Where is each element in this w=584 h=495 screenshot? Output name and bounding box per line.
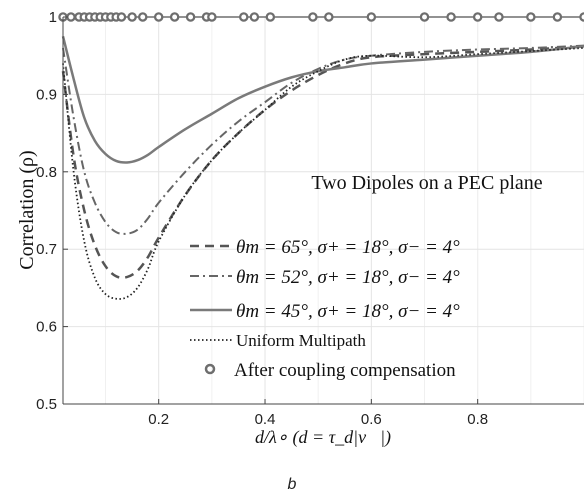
compensation-marker <box>153 12 164 22</box>
compensation-marker <box>185 12 196 22</box>
compensation-marker <box>66 12 76 22</box>
compensation-marker <box>137 12 148 22</box>
y-tick-label: 0.7 <box>36 241 57 258</box>
y-tick-label: 0.9 <box>36 86 57 103</box>
x-ticks: 0.2 0.4 0.6 0.8 <box>148 399 488 428</box>
y-ticks: 0.5 0.6 0.7 0.8 0.9 1 <box>36 9 68 413</box>
axes <box>62 17 584 405</box>
y-tick-label: 0.6 <box>36 319 57 336</box>
compensation-marker <box>579 12 584 22</box>
x-axis-label: d/λ∘ (d = τ_d|v⃗|) <box>255 427 391 448</box>
y-axis-label: Correlation (ρ) <box>16 150 38 269</box>
panel-label: b <box>288 476 297 493</box>
legend-label-uniform: Uniform Multipath <box>236 331 366 350</box>
compensation-marker <box>265 12 276 22</box>
x-tick-label: 0.4 <box>255 411 276 428</box>
x-tick-label: 0.2 <box>148 411 169 428</box>
compensation-marker <box>127 12 137 22</box>
legend: θm = 65°, σ+ = 18°, σ− = 4° θm = 52°, σ+… <box>190 237 460 381</box>
compensation-marker <box>207 12 217 22</box>
compensation-marker <box>526 12 536 22</box>
compensation-marker <box>552 12 563 22</box>
compensation-marker <box>169 12 180 22</box>
legend-label-45: θm = 45°, σ+ = 18°, σ− = 4° <box>236 301 460 322</box>
legend-swatch-compensation <box>204 363 216 375</box>
legend-label-52: θm = 52°, σ+ = 18°, σ− = 4° <box>236 267 460 288</box>
compensation-marker <box>116 12 127 22</box>
compensation-marker <box>366 12 377 22</box>
compensation-marker <box>249 12 260 22</box>
compensation-marker <box>308 12 318 22</box>
compensation-marker <box>472 12 483 22</box>
x-tick-label: 0.6 <box>361 411 382 428</box>
compensation-marker <box>324 12 334 22</box>
compensation-marker <box>239 12 249 22</box>
y-tick-label: 1 <box>49 9 57 26</box>
y-tick-label: 0.5 <box>36 396 57 413</box>
legend-label-65: θm = 65°, σ+ = 18°, σ− = 4° <box>236 237 460 258</box>
series-line-1 <box>62 44 584 235</box>
legend-label-compensation: After coupling compensation <box>234 360 456 381</box>
series-line-2 <box>61 36 584 164</box>
compensation-marker <box>446 12 456 22</box>
compensation-marker <box>494 12 504 22</box>
x-tick-label: 0.8 <box>467 411 488 428</box>
annotation-label: Two Dipoles on a PEC plane <box>311 172 542 194</box>
compensation-marker <box>419 12 430 22</box>
y-tick-label: 0.8 <box>36 164 57 181</box>
series-layer <box>58 12 584 300</box>
